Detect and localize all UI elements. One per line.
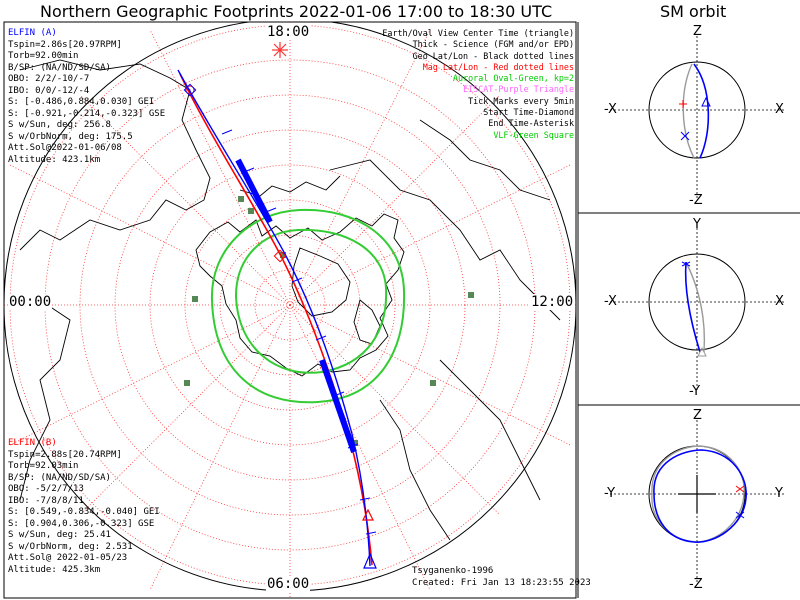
elfin-b-line: S w/Sun, deg: 25.41 xyxy=(8,530,111,540)
main-title: Northern Geographic Footprints 2022-01-0… xyxy=(40,2,553,21)
end-triangles xyxy=(362,508,377,569)
elfin-b-line: Torb=92.03min xyxy=(8,461,79,471)
legend-item: Mag Lat/Lon - Red dotted lines xyxy=(422,61,574,72)
credits-created: Created: Fri Jan 13 18:23:55 2023 xyxy=(412,577,591,588)
coastlines xyxy=(19,59,561,541)
elfin-b-track xyxy=(179,73,373,566)
clock-label-left: 00:00 xyxy=(8,294,53,310)
elfin-b-line: IBO: -7/8/8/11 xyxy=(8,495,84,506)
legend-item: End Time-Asterisk xyxy=(488,118,574,129)
elfin-b-line: Tspin=2.88s[20.74RPM] xyxy=(8,449,122,460)
elfin-a-name: ELFIN (A) xyxy=(8,28,57,38)
orbit-panel-3-left-label: -Y xyxy=(604,486,616,501)
meridians xyxy=(4,22,576,598)
orbit-title: SM orbit xyxy=(660,2,727,21)
orbit-panel-xy xyxy=(610,228,785,392)
orbit-panel-2-bottom-label: -Y xyxy=(689,384,701,399)
orbit-panel-yz xyxy=(610,420,785,584)
auroral-oval xyxy=(210,208,406,404)
oval-center-marker xyxy=(273,249,287,263)
clock-label-right: 12:00 xyxy=(530,294,575,310)
elfin-b-line: Att.Sol@ 2022-01-05/23 xyxy=(8,553,128,563)
elfin-b-name: ELFIN (B) xyxy=(8,438,57,448)
elfin-b-line: Altitude: 425.3km xyxy=(8,564,101,575)
orbit-panel-1-bottom-label: -Z xyxy=(689,193,703,208)
elfin-a-line: Tspin=2.86s[20.97RPM] xyxy=(8,39,122,50)
orbit-panel-1-left-label: -X xyxy=(604,102,617,117)
elfin-a-line: S w/OrbNorm, deg: 175.5 xyxy=(8,131,133,142)
elfin-a-line: S: [-0.921,-0.214,-0.323] GSE xyxy=(8,108,166,119)
clock-label-bottom: 06:00 xyxy=(266,576,311,592)
legend-item: Auroral Oval-Green, kp=2 xyxy=(452,73,574,84)
clock-label-top: 18:00 xyxy=(266,24,311,40)
elfin-a-info: ELFIN (A) Tspin=2.86s[20.97RPM] Torb=92.… xyxy=(8,28,165,166)
elfin-a-line: IBO: 0/0/-12/-4 xyxy=(8,85,90,96)
elfin-a-science xyxy=(235,158,273,224)
elfin-a-line: Altitude: 423.1km xyxy=(8,154,101,165)
elfin-b-line: S: [0.904,0.306,-0.323] GSE xyxy=(8,518,155,529)
elfin-b-line: S: [0.549,-0.834,-0.040] GEI xyxy=(8,507,160,517)
legend-item: Tick Marks every 5min xyxy=(468,95,574,106)
orbit-panel-1-right-label: X xyxy=(775,102,784,117)
orbit-panel-2-top-label: Y xyxy=(693,217,701,232)
orbit-panel-xz xyxy=(610,36,785,200)
credits: Tsyganenko-1996 Created: Fri Jan 13 18:2… xyxy=(412,566,591,589)
vlf-squares xyxy=(184,196,474,446)
orbit-panel-3-right-label: Y xyxy=(775,486,783,501)
legend-item: Thick - Science (FGM and/or EPD) xyxy=(412,39,574,50)
elfin-a-line: Torb=92.00min xyxy=(8,51,79,61)
elfin-a-track xyxy=(177,69,371,567)
elfin-b-line: S w/OrbNorm, deg: 2.531 xyxy=(8,541,133,552)
orbit-panel-1-top-label: Z xyxy=(693,24,702,39)
orbit-panels xyxy=(577,22,800,598)
elfin-b-info: ELFIN (B) Tspin=2.88s[20.74RPM] Torb=92.… xyxy=(8,438,160,576)
elfin-a-line: S w/Sun, deg: 256.8 xyxy=(8,120,111,130)
tick-marks xyxy=(221,129,377,535)
orbit-panel-3-bottom-label: -Z xyxy=(689,577,703,592)
elfin-b-line: B/SP: (NA/ND/SD/SA) xyxy=(8,472,111,483)
elfin-a-science-2 xyxy=(319,359,357,453)
orbit-panel-2-left-label: -X xyxy=(604,294,617,309)
legend-item: Geo Lat/Lon - Black dotted lines xyxy=(412,50,574,61)
legend-item: VLF-Green Square xyxy=(493,129,574,140)
elfin-a-line: S: [-0.486,0.884,0.030] GEI xyxy=(8,97,155,107)
credits-author: Tsyganenko-1996 xyxy=(412,566,494,576)
elfin-a-line: B/SP: (NA/ND/SD/SA) xyxy=(8,62,111,73)
orbit-panel-2-right-label: X xyxy=(775,294,784,309)
legend-item: Start Time-Diamond xyxy=(483,107,574,118)
legend-item: EISCAT-Purple Triangle xyxy=(463,84,574,95)
legend: Earth/Oval View Center Time (triangle) Th… xyxy=(382,28,574,141)
legend-item: Earth/Oval View Center Time (triangle) xyxy=(382,28,574,38)
elfin-a-line: OBO: 2/2/-10/-7 xyxy=(8,74,90,84)
elfin-b-line: OBO: -5/2/7/13 xyxy=(8,484,84,494)
start-markers xyxy=(183,83,197,97)
elfin-a-line: Att.Sol@2022-01-06/08 xyxy=(8,143,122,153)
asterisk-marker xyxy=(272,42,288,58)
orbit-panel-3-top-label: Z xyxy=(693,408,702,423)
